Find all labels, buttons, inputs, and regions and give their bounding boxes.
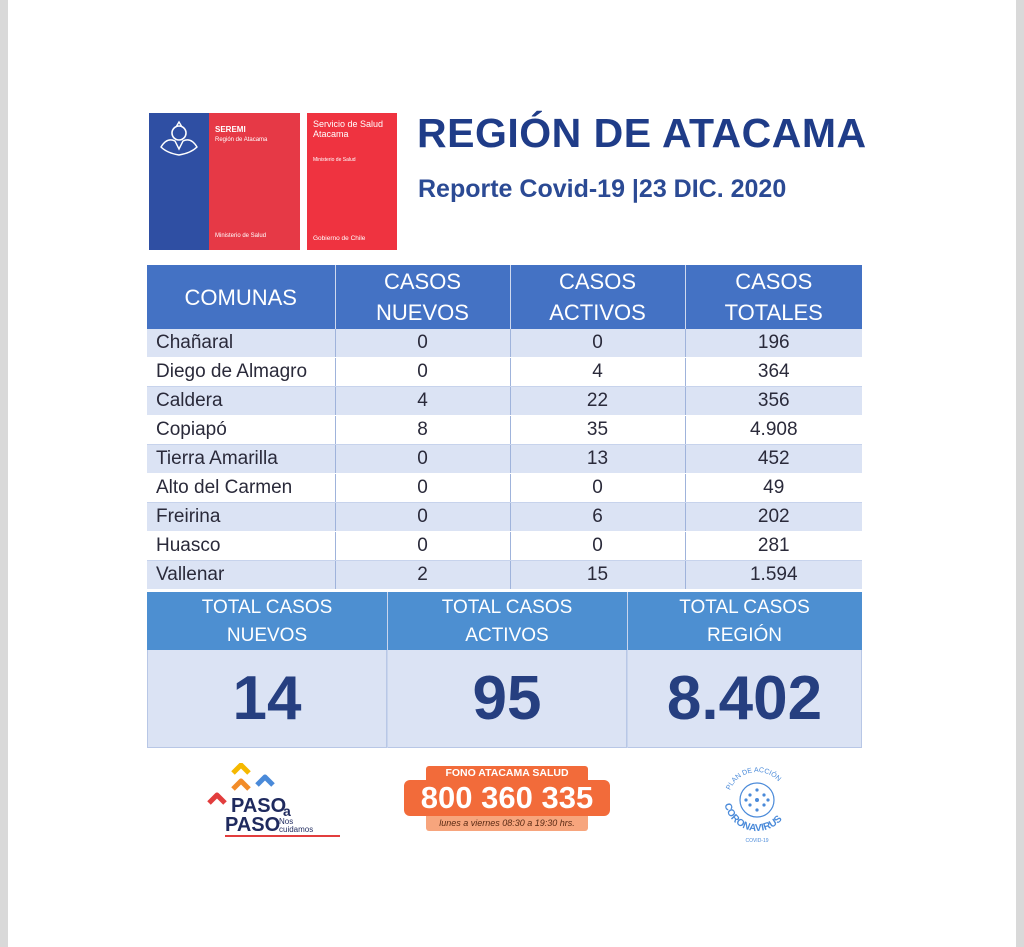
servicio-logo-subtitle: Ministerio de Salud [313,157,356,163]
table-row: Tierra Amarilla 0 13 452 [147,444,862,474]
plan-small-text: COVID-19 [745,838,768,844]
table-header-row: COMUNAS CASOS NUEVOS CASOS ACTIVOS CASOS… [147,265,862,329]
total-region-value: 8.402 [627,650,862,748]
cell-casos-nuevos: 4 [335,386,511,416]
servicio-logo-title: Servicio de Salud Atacama [313,119,384,139]
cell-casos-activos: 6 [510,502,686,532]
cell-casos-nuevos: 0 [335,531,511,561]
cell-casos-activos: 0 [510,531,686,561]
cell-comuna: Diego de Almagro [147,357,336,387]
fono-number: 800 360 335 [404,780,610,816]
fono-hours: lunes a viernes 08:30 a 19:30 hrs. [426,816,588,831]
total-nuevos: TOTAL CASOS NUEVOS 14 [147,592,387,748]
paso-word-2: PASO [225,814,281,836]
seremi-logo-blue-band [149,113,209,250]
paso-tag-2: cuidamos [279,825,314,834]
table-row: Vallenar 2 15 1.594 [147,560,862,590]
cell-casos-totales: 356 [685,386,862,416]
table-row: Freirina 0 6 202 [147,502,862,532]
servicio-logo-footer: Gobierno de Chile [313,235,366,242]
plan-bottom-text: CORONAVIRUS [722,802,785,834]
totals-panel: TOTAL CASOS NUEVOS 14 TOTAL CASOS ACTIVOS … [147,592,862,748]
table-row: Caldera 4 22 356 [147,386,862,416]
cell-comuna: Tierra Amarilla [147,444,336,474]
total-activos-value: 95 [387,650,627,748]
servicio-salud-logo: Servicio de Salud Atacama Ministerio de … [307,113,397,250]
table-row: Diego de Almagro 0 4 364 [147,357,862,387]
table-row: Copiapó 8 35 4.908 [147,415,862,445]
cell-casos-nuevos: 0 [335,444,511,474]
cell-comuna: Chañaral [147,329,336,358]
cell-casos-totales: 202 [685,502,862,532]
cell-casos-nuevos: 0 [335,502,511,532]
cell-casos-nuevos: 0 [335,357,511,387]
fono-tag: FONO ATACAMA SALUD [426,766,588,781]
table-row: Huasco 0 0 281 [147,531,862,561]
cell-casos-activos: 22 [510,386,686,416]
paso-chevrons-icon [207,763,275,805]
totals-divider [627,592,628,748]
cell-casos-nuevos: 0 [335,329,511,358]
cell-casos-nuevos: 0 [335,473,511,503]
cases-table: COMUNAS CASOS NUEVOS CASOS ACTIVOS CASOS… [147,265,862,590]
cell-comuna: Copiapó [147,415,336,445]
cell-casos-activos: 4 [510,357,686,387]
paso-word-1: PASO [231,795,287,817]
table-row: Alto del Carmen 0 0 49 [147,473,862,503]
cell-casos-nuevos: 2 [335,560,511,590]
cell-casos-activos: 0 [510,473,686,503]
cell-casos-totales: 364 [685,357,862,387]
paso-tag-1: Nos [279,817,294,826]
cell-casos-totales: 281 [685,531,862,561]
page-title: REGIÓN DE ATACAMA [417,110,867,156]
cell-casos-totales: 1.594 [685,560,862,590]
paso-a: a [283,803,291,819]
plan-top-text: PLAN DE ACCIÓN [725,767,782,791]
cell-casos-activos: 15 [510,560,686,590]
header-comunas: COMUNAS [147,265,336,329]
total-region-label: TOTAL CASOS REGIÓN [627,592,862,650]
chile-coat-of-arms-icon [160,120,198,156]
cell-comuna: Alto del Carmen [147,473,336,503]
total-activos: TOTAL CASOS ACTIVOS 95 [387,592,627,748]
total-nuevos-value: 14 [147,650,387,748]
cell-casos-activos: 0 [510,329,686,358]
header-casos-totales: CASOS TOTALES [685,265,862,329]
totals-divider [387,592,388,748]
cell-comuna: Freirina [147,502,336,532]
coronavirus-seal-icon: PLAN DE ACCIÓN CORONAVIRUS COVID-19 [722,767,785,844]
header-casos-activos: CASOS ACTIVOS [510,265,686,329]
seremi-logo-title: SEREMI [215,125,246,134]
cell-casos-nuevos: 8 [335,415,511,445]
total-nuevos-label: TOTAL CASOS NUEVOS [147,592,387,650]
cell-comuna: Caldera [147,386,336,416]
cell-casos-totales: 452 [685,444,862,474]
fono-atacama-salud: FONO ATACAMA SALUD 800 360 335 lunes a v… [404,766,610,834]
total-activos-label: TOTAL CASOS ACTIVOS [387,592,627,650]
cell-casos-totales: 4.908 [685,415,862,445]
header-casos-nuevos: CASOS NUEVOS [335,265,511,329]
cell-casos-activos: 35 [510,415,686,445]
cell-casos-totales: 49 [685,473,862,503]
table-row: Chañaral 0 0 196 [147,329,862,358]
paso-underline [225,835,340,837]
seremi-logo-red-band: SEREMI Región de Atacama Ministerio de S… [209,113,300,250]
seremi-logo: SEREMI Región de Atacama Ministerio de S… [149,113,300,250]
paso-a-paso-logo: PASO a PASO Nos cuidamos [207,763,340,843]
report-subtitle: Reporte Covid-19 |23 DIC. 2020 [418,175,787,203]
plan-coronavirus-seal: PLAN DE ACCIÓN CORONAVIRUS COVID-19 [714,758,800,844]
cell-comuna: Huasco [147,531,336,561]
cell-comuna: Vallenar [147,560,336,590]
seremi-logo-footer: Ministerio de Salud [215,233,267,239]
cell-casos-totales: 196 [685,329,862,358]
cell-casos-activos: 13 [510,444,686,474]
seremi-logo-subtitle: Región de Atacama [215,137,268,143]
total-region: TOTAL CASOS REGIÓN 8.402 [627,592,862,748]
